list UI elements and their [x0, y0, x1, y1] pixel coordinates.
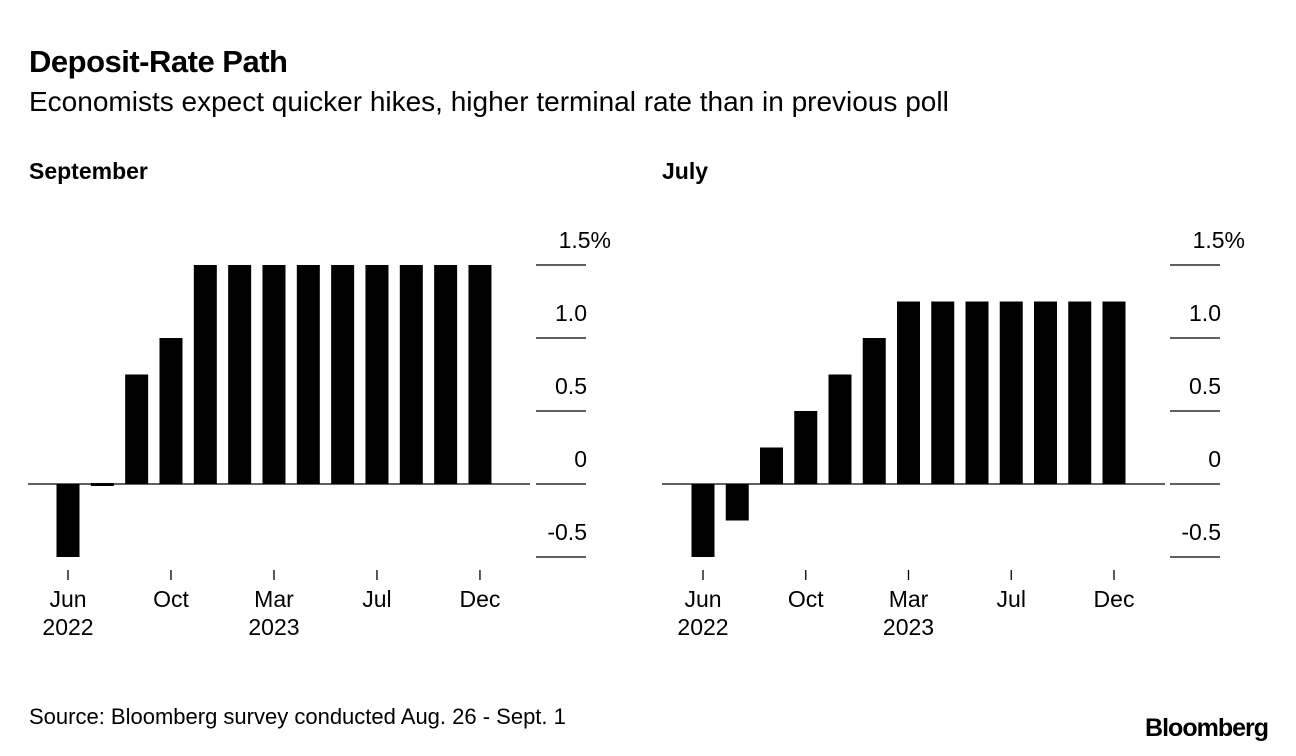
bar: [931, 301, 955, 484]
bar: [296, 265, 320, 484]
bar: [1068, 301, 1092, 484]
bar: [1102, 301, 1126, 484]
x-tick-year: 2022: [677, 614, 728, 640]
x-tick-label: Oct: [788, 586, 824, 612]
x-tick-label: Jun: [684, 586, 721, 612]
bar: [434, 265, 458, 484]
y-tick-label: 1.0: [1189, 300, 1221, 326]
x-tick-year: 2023: [248, 614, 299, 640]
x-tick-label: Dec: [460, 586, 501, 612]
y-tick-label: 0: [1208, 446, 1221, 472]
bar: [399, 265, 423, 484]
y-tick-label: 1.0: [555, 300, 587, 326]
chart-title: Deposit-Rate Path: [29, 44, 288, 79]
chart-subtitle: Economists expect quicker hikes, higher …: [29, 86, 949, 117]
y-tick-label: -0.5: [547, 519, 587, 545]
bar: [228, 265, 252, 484]
x-tick-label: Jul: [997, 586, 1026, 612]
y-tick-label: 0.5: [1189, 373, 1221, 399]
bar: [897, 301, 920, 484]
x-tick-label: Dec: [1094, 586, 1135, 612]
y-tick-label: -0.5: [1181, 519, 1221, 545]
bar: [691, 484, 715, 557]
x-tick-label: Jul: [362, 586, 391, 612]
bar: [828, 374, 852, 484]
bar: [965, 301, 989, 484]
bar: [125, 374, 149, 484]
x-tick-year: 2022: [42, 614, 93, 640]
bar: [56, 484, 80, 557]
panel-title-july: July: [662, 158, 709, 184]
bar: [862, 338, 886, 484]
source-note: Source: Bloomberg survey conducted Aug. …: [29, 704, 566, 729]
y-tick-label: 0: [574, 446, 587, 472]
y-tick-label: 1.5%: [1193, 227, 1245, 253]
bar: [1034, 301, 1057, 484]
x-tick-label: Oct: [153, 586, 189, 612]
x-tick-year: 2023: [883, 614, 934, 640]
bar: [193, 265, 217, 484]
panel-title-september: September: [29, 158, 148, 184]
bar: [760, 447, 783, 484]
bloomberg-logo: Bloomberg: [1145, 714, 1269, 742]
bar: [365, 265, 389, 484]
bar: [159, 338, 183, 484]
x-tick-label: Mar: [254, 586, 294, 612]
bar: [262, 265, 286, 484]
y-tick-label: 0.5: [555, 373, 587, 399]
x-tick-label: Mar: [889, 586, 929, 612]
bar: [794, 411, 818, 484]
bar: [331, 265, 355, 484]
y-tick-label: 1.5%: [559, 227, 611, 253]
bar: [725, 484, 749, 521]
bar: [468, 265, 492, 484]
bar: [999, 301, 1023, 484]
x-tick-label: Jun: [49, 586, 86, 612]
